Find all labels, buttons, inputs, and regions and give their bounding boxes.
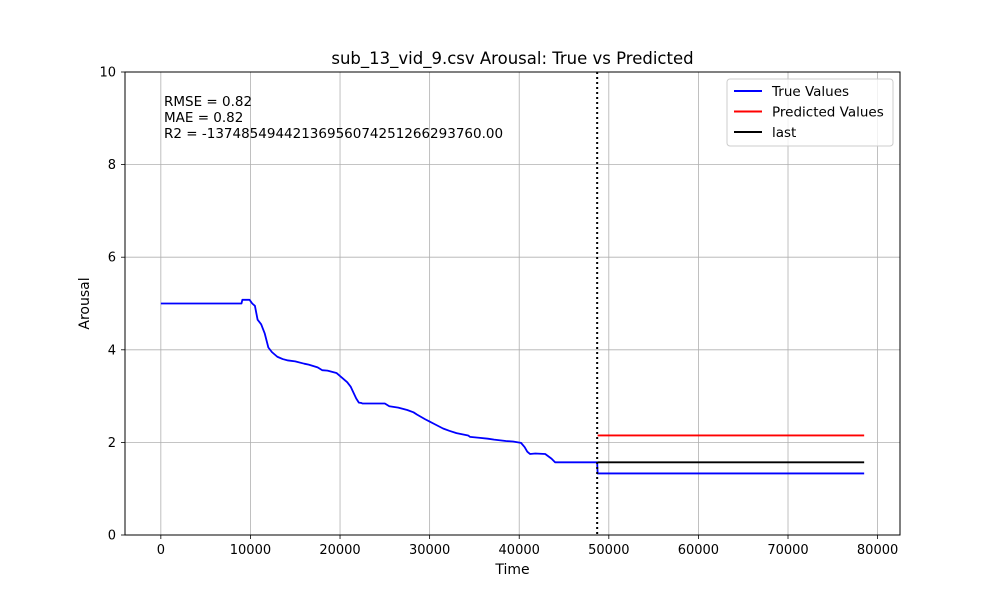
x-tick-label: 80000 (857, 543, 898, 558)
chart-title: sub_13_vid_9.csv Arousal: True vs Predic… (331, 49, 693, 69)
legend: True Values Predicted Values last (726, 78, 894, 147)
x-tick-label: 0 (157, 543, 165, 558)
y-tick-label: 8 (108, 158, 116, 173)
y-tick-label: 2 (108, 436, 116, 451)
axis-ticks: 0 10000 20000 30000 40000 50000 60000 70000 8000… (99, 66, 898, 559)
y-tick-label: 10 (99, 66, 116, 81)
legend-label-last: last (772, 125, 796, 141)
legend-box (726, 78, 894, 147)
x-tick-label: 30000 (409, 543, 450, 558)
r2-annotation: R2 = -13748549442136956074251266293760.0… (164, 126, 503, 142)
x-axis-label: Time (494, 562, 529, 578)
mae-annotation: MAE = 0.82 (164, 110, 243, 126)
x-tick-label: 20000 (319, 543, 360, 558)
rmse-annotation: RMSE = 0.82 (164, 94, 252, 110)
plot-lines (160, 72, 865, 535)
legend-label-true-values: True Values (771, 84, 849, 100)
y-axis-label: Arousal (77, 277, 93, 329)
series-line-true-values (160, 298, 865, 475)
x-tick-label: 60000 (678, 543, 719, 558)
y-tick-label: 0 (108, 529, 116, 544)
legend-label-predicted-values: Predicted Values (772, 105, 884, 121)
y-tick-label: 6 (108, 251, 116, 266)
metrics-annotation: RMSE = 0.82 MAE = 0.82 R2 = -13748549442… (164, 94, 503, 142)
plot-frame (124, 71, 901, 536)
x-tick-label: 70000 (767, 543, 808, 558)
y-tick-label: 4 (108, 343, 116, 358)
x-tick-label: 50000 (588, 543, 629, 558)
x-tick-label: 40000 (499, 543, 540, 558)
x-tick-label: 10000 (230, 543, 271, 558)
